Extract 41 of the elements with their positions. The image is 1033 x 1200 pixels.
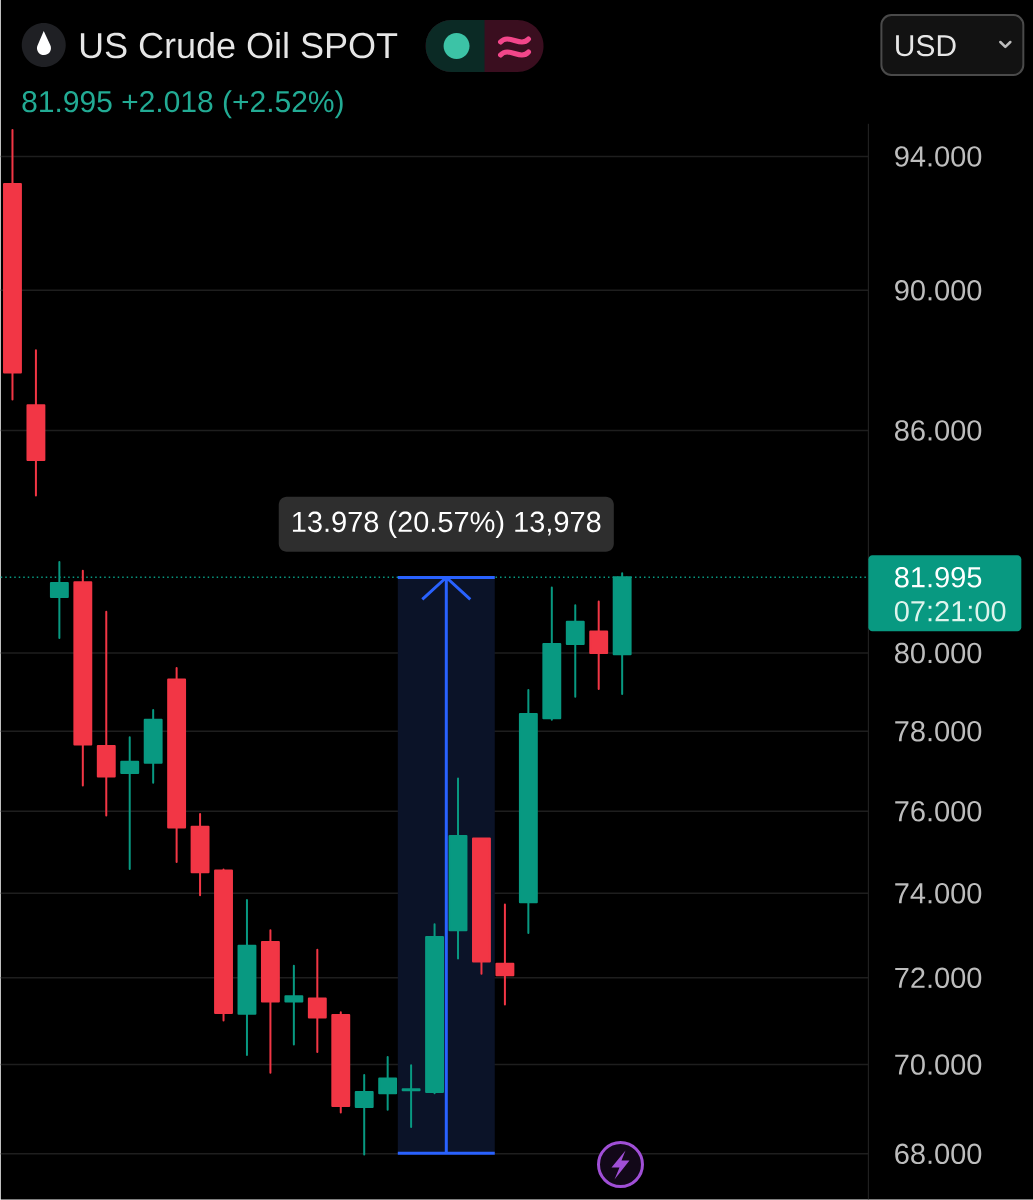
y-axis-title: USD [895, 35, 956, 57]
candlestick [495, 903, 515, 1006]
candlestick [120, 736, 140, 871]
y-tick-label: 80.000 [894, 642, 982, 664]
candlestick [518, 689, 538, 935]
band-label: 13.978 (20.57%) 13,978 [292, 510, 601, 538]
candlestick [542, 586, 562, 721]
y-tick-label: 70.000 [895, 1054, 982, 1075]
text: 07:21:00 [894, 600, 1006, 622]
candlestick [167, 667, 186, 864]
y-tick-label: 90.000 [894, 280, 982, 301]
candlestick [143, 709, 163, 784]
y-tick-label: 94.000 [894, 146, 982, 167]
y-tick-label: 76.000 [895, 801, 982, 822]
candlestick [354, 1074, 374, 1156]
candlestick [307, 948, 327, 1053]
candlestick [237, 899, 257, 1057]
candlestick [471, 837, 491, 975]
y-tick-label: 78.000 [895, 720, 982, 742]
candlestick [73, 569, 93, 787]
candlestick [565, 604, 585, 698]
candlestick [331, 1011, 351, 1114]
y-tick-label: 86.000 [894, 420, 982, 441]
candlestick [589, 600, 609, 691]
ref-line-label: 81.995 [894, 566, 982, 588]
candlestick [190, 813, 210, 897]
candlestick [213, 868, 233, 1022]
candlestick [448, 777, 468, 960]
candlestick [96, 610, 116, 817]
candlestick [378, 1055, 397, 1111]
y-tick-label: 72.000 [895, 967, 982, 989]
chart-title: US Crude Oil SPOT [80, 31, 398, 59]
candlestick [284, 964, 304, 1046]
chart-subtitle: 81.995 +2.018 (+2.52%) [22, 90, 343, 119]
candlestick [2, 129, 22, 401]
candlestick [424, 923, 444, 1095]
y-tick-label: 68.000 [895, 1143, 982, 1165]
candlestick [260, 929, 280, 1074]
candlestick [401, 1064, 421, 1129]
candlestick [26, 349, 46, 497]
y-tick-label: 74.000 [895, 883, 982, 904]
